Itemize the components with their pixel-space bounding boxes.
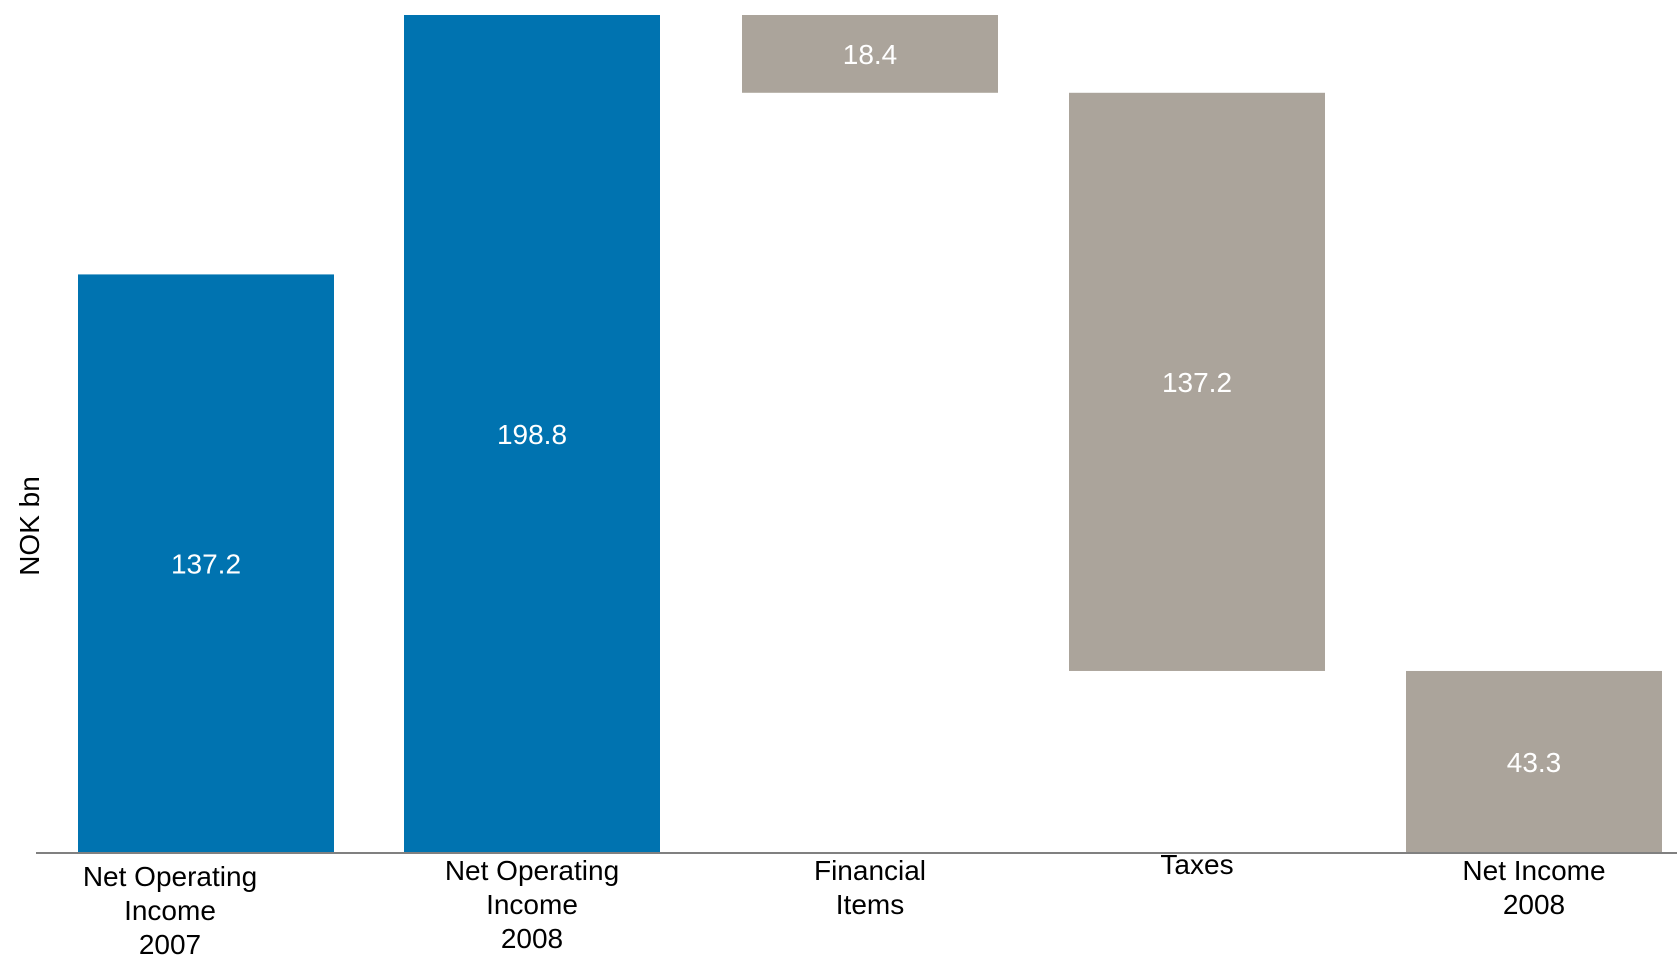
data-label-3: 18.4 [843, 39, 898, 70]
y-axis-label: NOK bn [14, 476, 45, 576]
category-label-line: Net Income [1462, 855, 1605, 886]
category-label-4: Taxes [1160, 849, 1233, 880]
bar-1 [78, 274, 334, 853]
category-label-line: 2007 [139, 929, 201, 960]
data-label-4: 137.2 [1162, 367, 1232, 398]
category-label-5: Net Income 2008 [1462, 855, 1605, 920]
data-label-5: 43.3 [1507, 747, 1562, 778]
category-label-line: Taxes [1160, 849, 1233, 880]
bar-2 [404, 15, 660, 853]
data-label-1: 137.2 [171, 549, 241, 580]
bars-group: 137.2 198.8 18.4 137.2 43.3 [78, 15, 1662, 853]
bar-4 [1069, 92, 1325, 671]
category-label-line: 2008 [1503, 889, 1565, 920]
category-label-line: Items [836, 889, 904, 920]
category-label-line: Income [486, 889, 578, 920]
category-label-2: Net Operating Income 2008 [445, 855, 619, 954]
category-label-3: Financial Items [814, 855, 926, 920]
category-label-line: Financial [814, 855, 926, 886]
category-label-line: Net Operating [445, 855, 619, 886]
data-label-2: 198.8 [497, 419, 567, 450]
category-label-line: Income [124, 895, 216, 926]
bar-3 [742, 15, 998, 93]
category-label-line: Net Operating [83, 861, 257, 892]
bar-5 [1406, 670, 1662, 853]
category-label-line: 2008 [501, 923, 563, 954]
category-label-1: Net Operating Income 2007 [83, 861, 257, 960]
